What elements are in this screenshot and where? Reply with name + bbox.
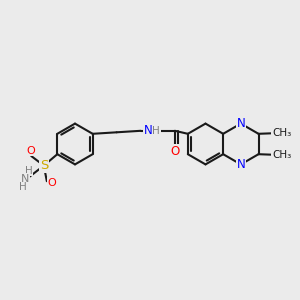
Text: H: H	[25, 166, 33, 176]
Text: S: S	[40, 159, 48, 172]
Text: O: O	[27, 146, 36, 156]
Text: N: N	[21, 173, 29, 184]
Text: O: O	[48, 178, 57, 188]
Text: H: H	[19, 182, 27, 193]
Text: N: N	[143, 124, 152, 137]
Text: CH₃: CH₃	[272, 150, 291, 160]
Text: H: H	[152, 126, 160, 136]
Text: N: N	[236, 117, 245, 130]
Text: N: N	[236, 158, 245, 171]
Text: CH₃: CH₃	[272, 128, 291, 138]
Text: O: O	[170, 145, 179, 158]
